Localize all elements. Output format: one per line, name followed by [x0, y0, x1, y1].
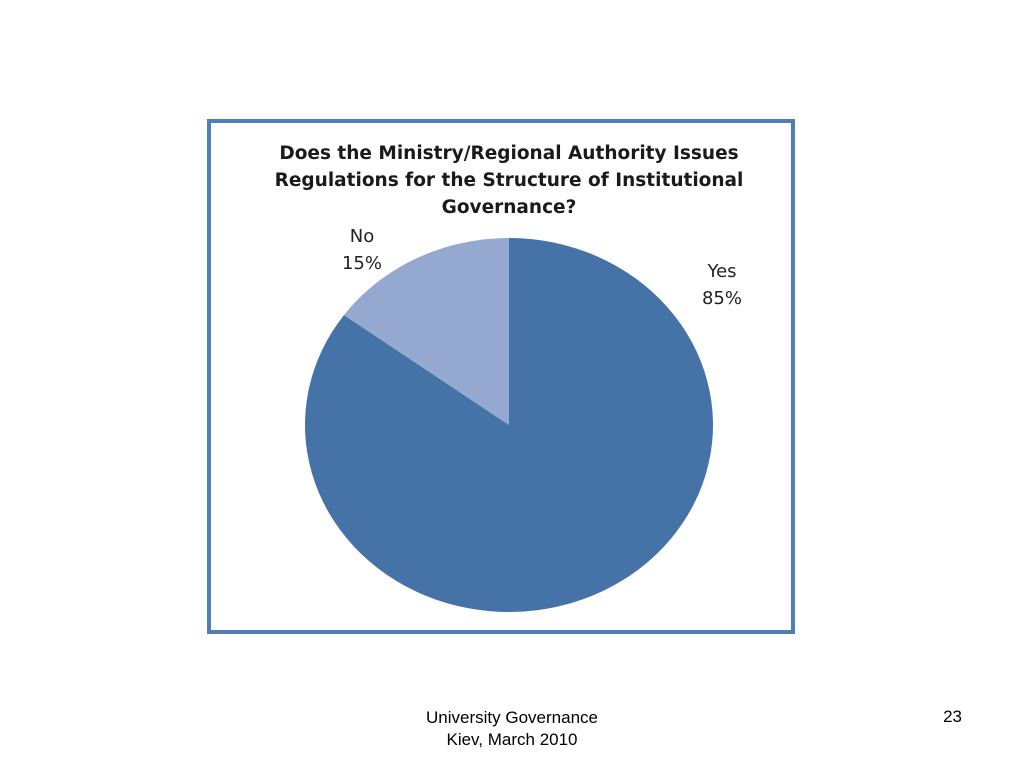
slice-value-label: 85% [702, 288, 742, 309]
slice-category-label: No [350, 226, 374, 247]
chart-title: Does the Ministry/Regional Authority Iss… [274, 143, 744, 218]
page-number: 23 [943, 707, 962, 726]
footer: University Governance Kiev, March 2010 [312, 707, 712, 751]
footer-line: Kiev, March 2010 [446, 730, 578, 749]
slice-value-label: 15% [342, 253, 382, 274]
pie-slice [343, 238, 509, 425]
slice-category-label: Yes [706, 261, 736, 282]
footer-line: University Governance [426, 708, 598, 727]
